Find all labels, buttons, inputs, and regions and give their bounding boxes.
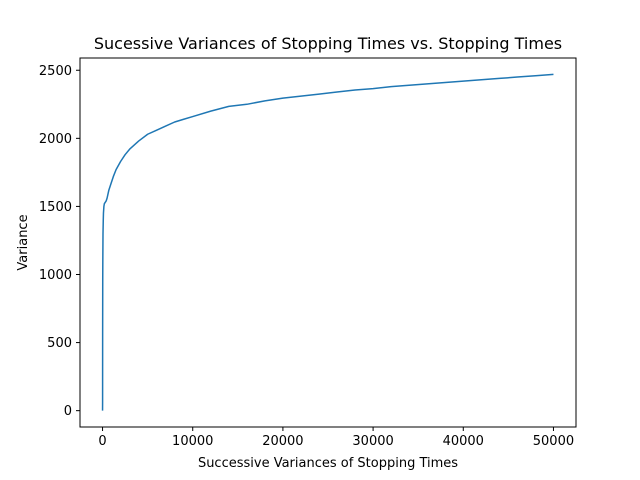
x-axis: 0 10000 20000 30000 40000 50000 [98, 427, 574, 449]
x-tick-label: 20000 [262, 434, 303, 449]
y-axis-label: Variance [16, 214, 31, 270]
x-tick-label: 0 [98, 434, 106, 449]
y-tick-label: 500 [47, 336, 72, 351]
y-tick-label: 1500 [39, 200, 72, 215]
chart-title: Sucessive Variances of Stopping Times vs… [94, 34, 562, 53]
x-axis-label: Successive Variances of Stopping Times [198, 456, 458, 471]
x-tick-label: 50000 [533, 434, 574, 449]
plot-area [80, 58, 576, 427]
y-tick-label: 2000 [39, 132, 72, 147]
y-tick-label: 0 [64, 404, 72, 419]
series-line-0 [101, 73, 554, 411]
y-tick-label: 2500 [39, 64, 72, 79]
y-tick-label: 1000 [39, 268, 72, 283]
plot-frame [79, 57, 577, 428]
x-tick-label: 40000 [443, 434, 484, 449]
series-group [101, 73, 554, 411]
x-tick-label: 30000 [352, 434, 393, 449]
y-axis: 0 500 1000 1500 2000 2500 [39, 64, 80, 419]
x-tick-label: 10000 [172, 434, 213, 449]
